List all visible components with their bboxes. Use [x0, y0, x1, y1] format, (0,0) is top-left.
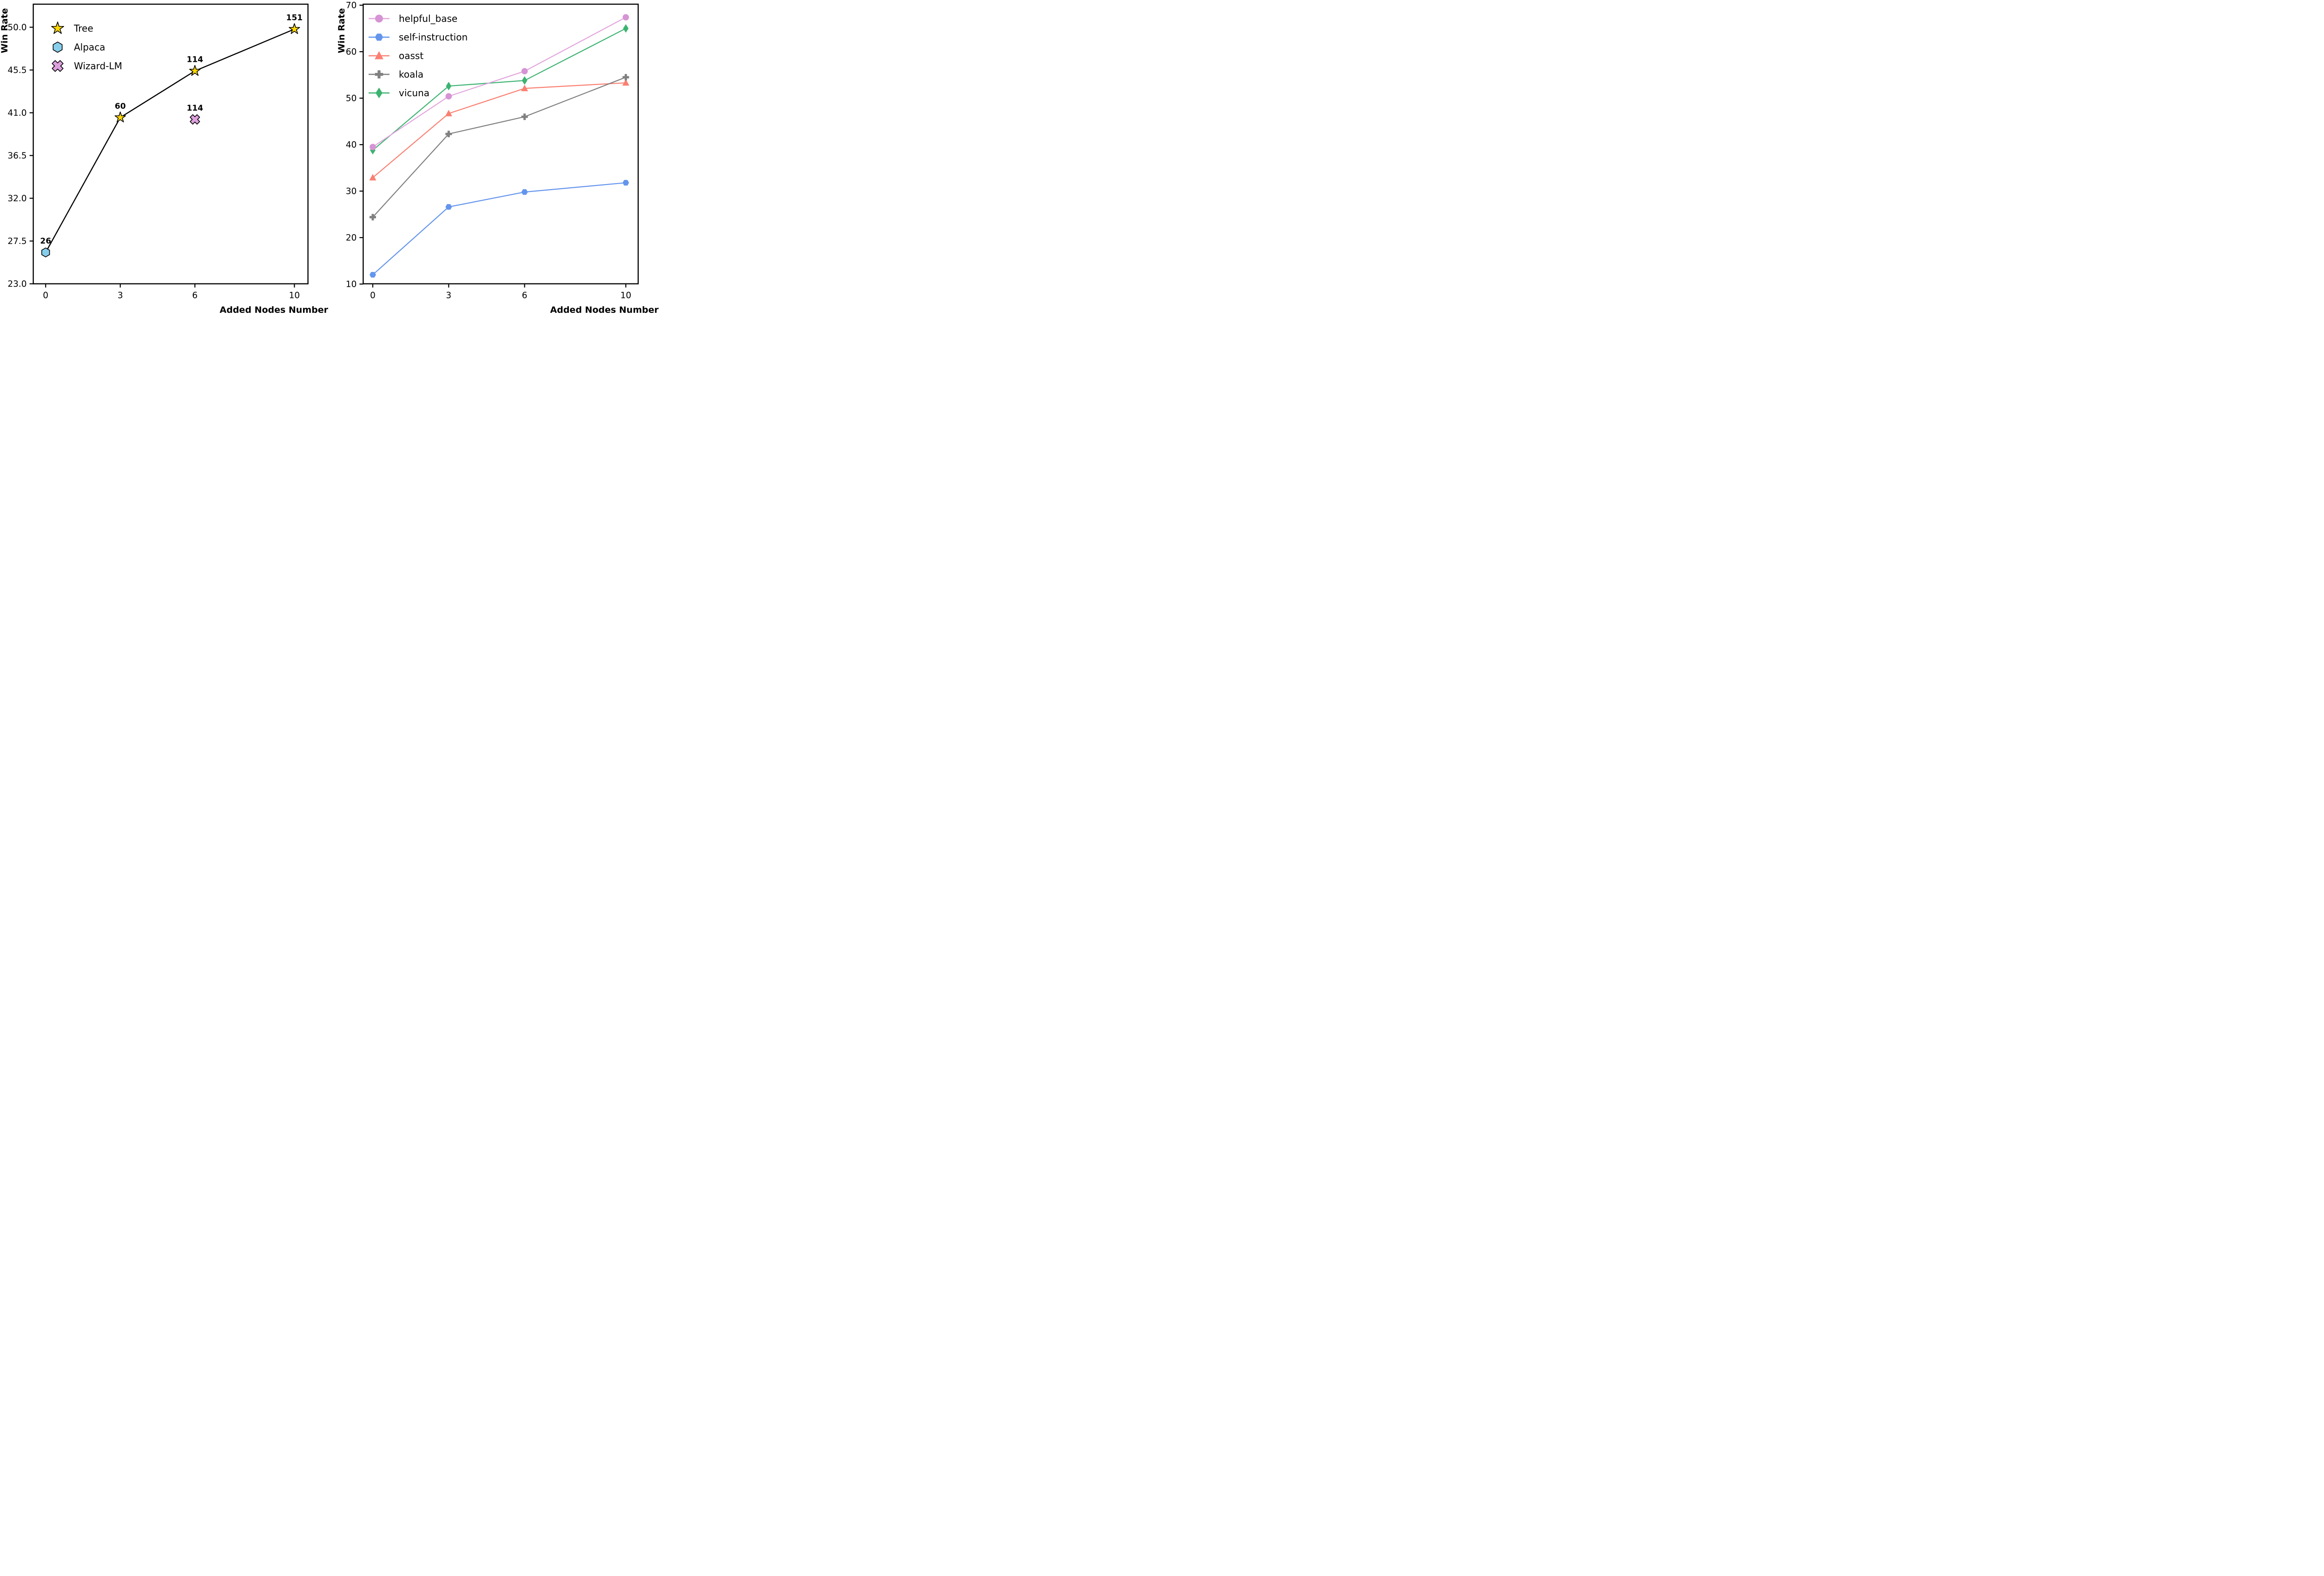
y-tick-label: 50.0 [7, 23, 26, 33]
x-tick-label: 10 [289, 291, 300, 301]
legend-item-vicuna: vicuna [369, 87, 429, 99]
y-tick-label: 60 [346, 47, 357, 57]
legend-label: vicuna [399, 87, 429, 99]
legend-item-wizard-lm: Wizard-LM [52, 60, 122, 72]
x-axis-label: Added Nodes Number [220, 305, 329, 315]
legend-item-self-instruction: self-instruction [369, 32, 468, 43]
legend-label: Tree [73, 23, 93, 34]
marker-oasst-x10 [622, 79, 629, 86]
x-tick-label: 0 [43, 291, 48, 301]
annotation-114: 114 [187, 104, 204, 113]
legend-hexagon-flat-icon [375, 33, 383, 41]
legend-item-oasst: oasst [369, 50, 423, 61]
annotation-60: 60 [115, 102, 126, 111]
x-tick-label: 3 [446, 291, 451, 301]
y-axis-label: Win Rate [0, 8, 10, 53]
marker-tree-x10 [289, 23, 300, 34]
x-tick-label: 10 [621, 291, 632, 301]
y-tick-label: 70 [346, 1, 357, 11]
marker-oasst-x3 [445, 110, 452, 117]
marker-vicuna-x0 [370, 146, 376, 155]
x-tick-label: 3 [118, 291, 123, 301]
series-line-koala [372, 77, 626, 218]
marker-koala-x10 [622, 74, 629, 81]
y-tick-label: 27.5 [7, 237, 26, 246]
axes-frame [33, 3, 309, 284]
y-tick-label: 41.0 [7, 108, 26, 118]
annotation-114: 114 [187, 55, 204, 65]
legend-star-icon [51, 21, 64, 34]
marker-koala-x6 [521, 113, 528, 120]
marker-vicuna-x10 [623, 24, 629, 33]
series-line-helpful_base [372, 17, 626, 148]
marker-helpful_base-x0 [370, 144, 376, 150]
y-tick-label: 30 [346, 187, 357, 197]
legend-item-koala: koala [369, 69, 423, 80]
marker-vicuna-x6 [522, 76, 528, 85]
marker-helpful_base-x6 [521, 68, 528, 74]
annotation-151: 151 [286, 13, 303, 23]
y-tick-label: 23.0 [7, 279, 26, 289]
marker-oasst-x6 [521, 85, 528, 92]
marker-koala-x3 [445, 131, 452, 138]
y-tick-label: 40 [346, 140, 357, 150]
legend-hexagon-icon [53, 41, 63, 53]
legend-datasets: helpful_base self-instruction oasst koala vi… [369, 13, 468, 99]
x-tick-label: 6 [522, 291, 528, 301]
figure-canvas: 23.0 27.5 32.0 36.5 41.0 45.5 50.0 0 3 6 10 Win Rat… [0, 0, 660, 315]
legend-diamond-icon [376, 87, 383, 99]
x-tick-label: 6 [192, 291, 198, 301]
axes-frame [363, 3, 639, 284]
series-line-self-instruction [372, 182, 626, 276]
legend-x-cross-icon [52, 60, 64, 72]
y-tick-label: 36.5 [7, 151, 26, 161]
legend-item-tree: Tree [51, 21, 93, 34]
chart-eval-datasets: 10 20 30 40 50 60 70 0 3 6 10 Win Rate Added Nodes N… [337, 1, 659, 315]
annotation-26: 26 [40, 237, 51, 246]
marker-self-instruction-x0 [370, 272, 376, 278]
legend-plus-icon [375, 70, 383, 79]
legend-item-helpful_base: helpful_base [369, 13, 457, 24]
legend-label: oasst [399, 50, 423, 61]
legend-circle-icon [375, 14, 383, 23]
legend-item-alpaca: Alpaca [53, 42, 105, 53]
marker-koala-x0 [370, 214, 376, 221]
marker-self-instruction-x10 [622, 180, 629, 186]
marker-helpful_base-x3 [445, 93, 452, 99]
y-tick-label: 20 [346, 233, 357, 243]
legend-label: Alpaca [74, 42, 105, 53]
legend-label: helpful_base [399, 13, 457, 24]
marker-tree-x3 [114, 112, 126, 123]
y-axis-label: Win Rate [337, 8, 347, 53]
x-tick-label: 0 [370, 291, 376, 301]
y-tick-label: 50 [346, 94, 357, 104]
legend-triangle-up-icon [375, 51, 383, 59]
legend-label: self-instruction [399, 32, 468, 43]
dual-line-chart-svg: 23.0 27.5 32.0 36.5 41.0 45.5 50.0 0 3 6 10 Win Rat… [0, 1, 659, 315]
marker-wizard-lm-x6 [190, 114, 200, 125]
series-line-oasst [372, 82, 626, 178]
y-tick-label: 45.5 [7, 66, 26, 75]
y-tick-label: 32.0 [7, 194, 26, 204]
marker-vicuna-x3 [446, 82, 452, 91]
marker-tree-x6 [189, 65, 201, 76]
legend-label: Wizard-LM [74, 60, 122, 72]
legend-label: koala [399, 69, 423, 80]
y-tick-label: 10 [346, 280, 357, 290]
marker-helpful_base-x10 [622, 14, 629, 20]
marker-alpaca-x0 [41, 247, 50, 257]
marker-self-instruction-x6 [521, 189, 528, 195]
legend-tree: Tree Alpaca Wizard-LM [51, 21, 122, 72]
series-line-tree [45, 28, 295, 253]
chart-tree-growth: 23.0 27.5 32.0 36.5 41.0 45.5 50.0 0 3 6 10 Win Rat… [0, 3, 329, 315]
marker-oasst-x0 [369, 174, 376, 181]
x-axis-label: Added Nodes Number [550, 305, 659, 315]
marker-self-instruction-x3 [445, 204, 452, 210]
